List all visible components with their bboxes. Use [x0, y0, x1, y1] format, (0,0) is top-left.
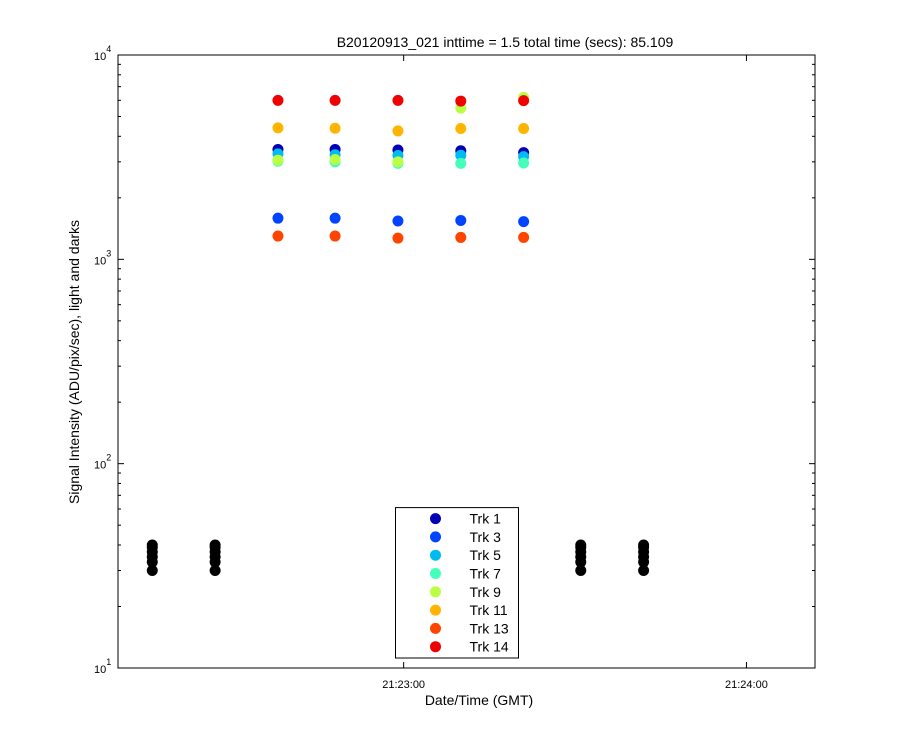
- y-tick-label: 103: [94, 248, 111, 267]
- legend-label: Trk 7: [470, 566, 502, 582]
- x-axis-label: Date/Time (GMT): [425, 692, 533, 708]
- marker: [272, 122, 284, 134]
- y-tick-exponent: 3: [106, 248, 111, 258]
- marker: [392, 215, 404, 227]
- marker: [329, 122, 341, 134]
- marker: [272, 230, 284, 242]
- marker: [272, 212, 284, 224]
- marker: [146, 539, 158, 551]
- marker: [455, 231, 467, 243]
- y-tick-exponent: 4: [106, 44, 111, 54]
- y-tick-base: 10: [94, 51, 106, 63]
- marker: [455, 149, 467, 161]
- marker: [272, 154, 284, 166]
- marker: [329, 154, 341, 166]
- x-tick-label: 21:23:00: [382, 679, 425, 691]
- marker: [392, 125, 404, 137]
- marker: [329, 230, 341, 242]
- marker: [518, 231, 530, 243]
- legend-label: Trk 13: [470, 620, 509, 636]
- x-tick-label: 21:24:00: [725, 679, 768, 691]
- legend-label: Trk 3: [470, 529, 502, 545]
- marker: [518, 157, 530, 169]
- marker: [575, 565, 587, 577]
- y-tick-base: 10: [94, 255, 106, 267]
- marker: [392, 156, 404, 168]
- marker: [272, 94, 284, 106]
- marker: [455, 122, 467, 134]
- y-tick-base: 10: [94, 664, 106, 676]
- y-tick-label: 104: [94, 44, 111, 63]
- marker: [455, 214, 467, 226]
- legend-label: Trk 1: [470, 511, 502, 527]
- y-tick-label: 101: [94, 657, 111, 676]
- legend-marker: [430, 568, 441, 579]
- legend-marker: [430, 549, 441, 561]
- marker: [518, 216, 530, 228]
- marker: [638, 539, 650, 551]
- marker: [146, 565, 158, 577]
- chart-title: B20120913_021 inttime = 1.5 total time (…: [337, 34, 674, 50]
- legend-label: Trk 14: [470, 639, 509, 655]
- y-tick-label: 102: [94, 453, 111, 472]
- marker: [329, 94, 341, 106]
- legend-label: Trk 11: [470, 602, 508, 618]
- legend-marker: [430, 641, 441, 653]
- marker: [329, 212, 341, 224]
- legend-marker: [430, 531, 441, 543]
- marker: [455, 95, 467, 107]
- y-tick-base: 10: [94, 460, 106, 472]
- y-tick-exponent: 2: [106, 453, 111, 463]
- legend-box: [395, 507, 519, 659]
- y-tick-exponent: 1: [106, 657, 111, 667]
- legend-marker: [430, 604, 441, 616]
- marker: [209, 565, 221, 577]
- marker: [575, 539, 587, 551]
- marker: [455, 157, 467, 169]
- marker: [392, 94, 404, 106]
- legend-marker: [430, 513, 441, 525]
- marker: [518, 122, 530, 134]
- marker: [638, 565, 650, 577]
- legend-label: Trk 9: [470, 584, 502, 600]
- marker: [209, 539, 221, 551]
- y-axis-label: Signal Intensity (ADU/pix/sec), light an…: [66, 220, 82, 504]
- legend-marker: [430, 586, 441, 598]
- marker: [518, 95, 530, 107]
- marker: [392, 232, 404, 244]
- legend-label: Trk 5: [470, 547, 502, 563]
- legend-marker: [430, 622, 441, 634]
